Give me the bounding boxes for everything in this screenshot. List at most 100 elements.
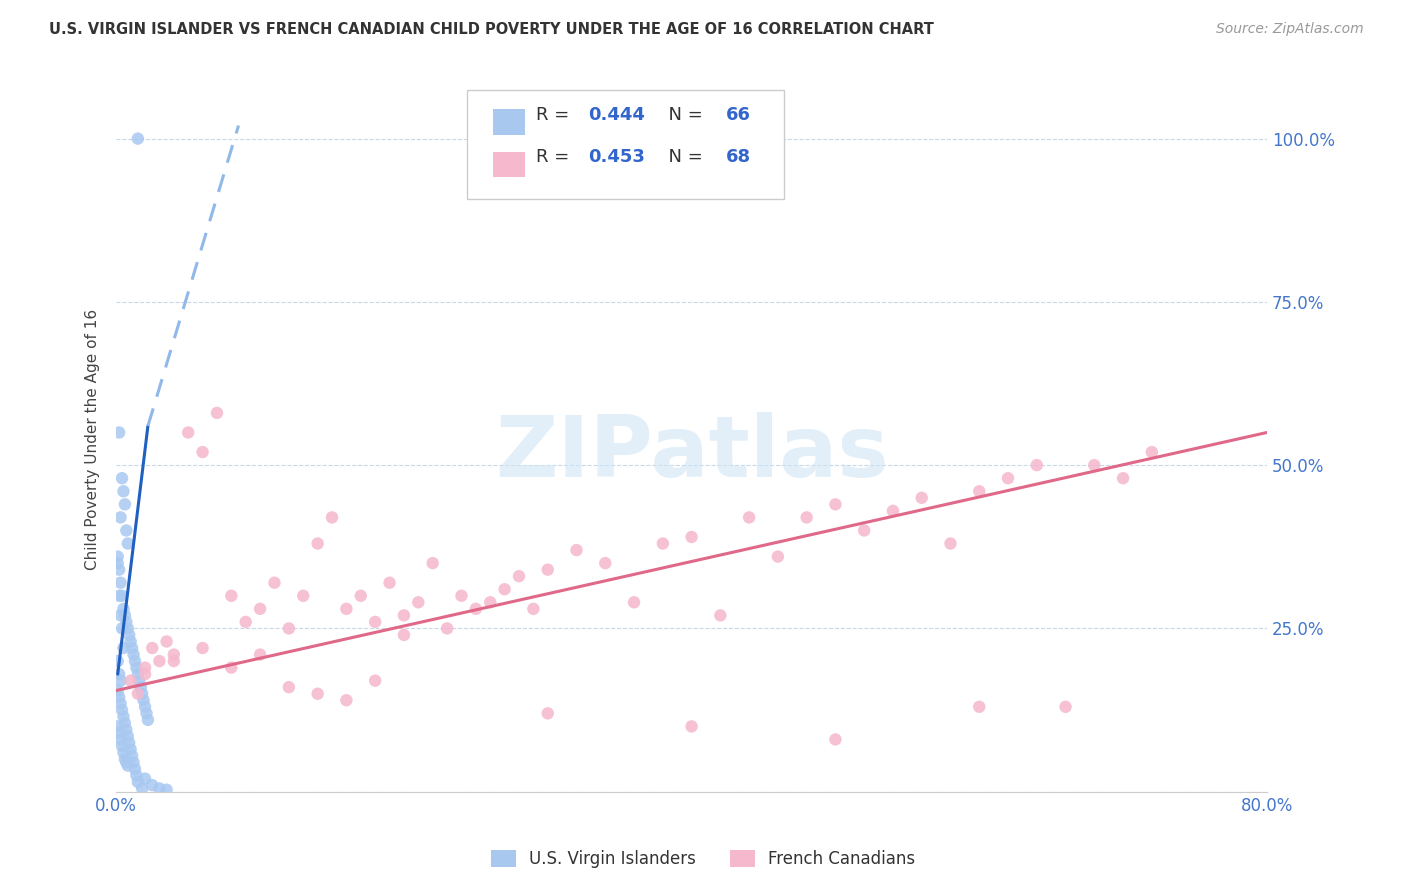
Point [114,716,136,731]
Point [118,628,141,642]
Point [148,654,170,668]
Point [335,602,357,616]
Point [1140,445,1163,459]
Y-axis label: Child Poverty Under the Age of 16: Child Poverty Under the Age of 16 [86,309,100,570]
Point [121,748,143,763]
Point [135,706,157,721]
Point [132,693,155,707]
Point [134,667,156,681]
Point [853,524,876,538]
Point [108,563,131,577]
Point [125,660,148,674]
Point [537,706,560,721]
Point [824,732,846,747]
Point [335,693,357,707]
Point [117,758,139,772]
Point [134,660,156,674]
Text: ZIPatlas: ZIPatlas [495,411,889,495]
Text: U.S. VIRGIN ISLANDER VS FRENCH CANADIAN CHILD POVERTY UNDER THE AGE OF 16 CORREL: U.S. VIRGIN ISLANDER VS FRENCH CANADIAN … [49,22,934,37]
Point [110,608,132,623]
Point [364,673,387,688]
Point [112,709,135,723]
Text: Source: ZipAtlas.com: Source: ZipAtlas.com [1216,22,1364,37]
Point [111,589,134,603]
Point [141,640,163,655]
Point [127,775,149,789]
Point [681,530,703,544]
Point [120,634,142,648]
Point [108,726,131,740]
Point [681,719,703,733]
Point [537,563,560,577]
Point [191,445,214,459]
Point [450,589,472,603]
Point [508,569,530,583]
Point [108,690,131,704]
Point [1112,471,1135,485]
Point [120,673,142,688]
Point [124,762,146,776]
Point [709,608,731,623]
Point [141,778,163,792]
Point [127,687,149,701]
Point [263,575,285,590]
Point [110,673,132,688]
Point [114,608,136,623]
Point [110,510,132,524]
Point [107,719,129,733]
Point [127,667,149,681]
Text: 0.453: 0.453 [588,148,645,166]
Point [277,622,299,636]
Point [464,602,486,616]
Point [107,549,129,564]
Point [148,781,170,796]
Point [392,628,415,642]
Point [107,654,129,668]
Point [766,549,789,564]
Point [595,556,617,570]
Point [131,687,153,701]
Point [321,510,343,524]
Point [107,556,129,570]
Point [134,699,156,714]
Point [108,425,131,440]
Point [967,484,990,499]
Point [111,471,134,485]
Point [117,622,139,636]
Point [967,699,990,714]
Text: N =: N = [657,148,709,166]
Point [110,732,132,747]
Point [565,543,588,558]
Point [114,752,136,766]
Legend: U.S. Virgin Islanders, French Canadians: U.S. Virgin Islanders, French Canadians [484,843,922,875]
Point [110,575,132,590]
Point [163,648,186,662]
Point [114,497,136,511]
FancyBboxPatch shape [492,110,524,135]
Point [436,622,458,636]
Point [292,589,315,603]
Point [378,575,401,590]
Text: N =: N = [657,105,709,124]
Point [422,556,444,570]
Point [111,622,134,636]
Point [522,602,544,616]
Point [107,683,129,698]
Point [939,536,962,550]
Point [115,723,138,737]
Point [479,595,502,609]
Point [112,484,135,499]
Text: 0.444: 0.444 [588,105,645,124]
Point [249,648,271,662]
Point [221,589,243,603]
Point [221,660,243,674]
Point [156,634,179,648]
Point [1054,699,1077,714]
Point [307,536,329,550]
Point [118,736,141,750]
Point [307,687,329,701]
Point [117,729,139,743]
Point [136,713,159,727]
Point [1025,458,1047,472]
Point [134,772,156,786]
